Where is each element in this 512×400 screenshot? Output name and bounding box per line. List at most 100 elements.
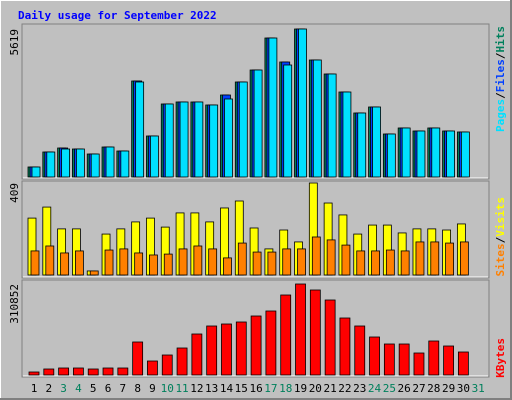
legend-entry: Hits	[494, 26, 507, 53]
x-tick-label: 13	[205, 382, 218, 395]
bar	[383, 343, 395, 376]
bar	[208, 248, 218, 276]
x-tick-label: 11	[175, 382, 188, 395]
x-tick-label: 26	[398, 382, 411, 395]
bar	[443, 345, 454, 376]
bar	[28, 371, 40, 376]
bar	[413, 352, 425, 376]
bar	[459, 241, 469, 276]
bar	[30, 250, 40, 276]
bar	[430, 241, 440, 276]
bar	[164, 103, 174, 178]
x-tick-label: 23	[353, 382, 366, 395]
x-tick-label: 8	[134, 382, 141, 395]
bar	[117, 367, 129, 376]
x-tick-label: 19	[294, 382, 307, 395]
bar	[446, 130, 455, 178]
bar	[445, 242, 454, 276]
bar	[134, 252, 144, 276]
bar	[295, 283, 306, 376]
bar	[398, 343, 410, 376]
x-tick-label: 22	[338, 382, 351, 395]
legend-entry: Visits	[494, 197, 507, 237]
legend-entry: Sites	[494, 243, 507, 276]
legend-separator: /	[494, 52, 507, 59]
legend-entry: KBytes	[494, 338, 507, 378]
bar	[105, 146, 115, 178]
legend-separator: /	[494, 236, 507, 243]
bar	[221, 323, 232, 376]
bar	[235, 321, 247, 376]
bar	[327, 73, 337, 178]
bar	[267, 251, 277, 276]
x-tick-label: 1	[31, 382, 38, 395]
x-tick-label: 3	[60, 382, 67, 395]
bar	[87, 368, 99, 376]
bar	[372, 106, 381, 178]
bar	[250, 315, 262, 376]
x-tick-label: 12	[190, 382, 203, 395]
x-tick-label: 29	[442, 382, 455, 395]
bar	[224, 98, 233, 178]
bar	[324, 299, 336, 376]
bar	[76, 148, 85, 178]
x-tick-label: 16	[249, 382, 262, 395]
bar	[342, 91, 352, 178]
x-tick-label: 30	[457, 382, 470, 395]
bar	[268, 37, 278, 178]
x-tick-label: 21	[324, 382, 337, 395]
bar	[431, 127, 441, 178]
legend-separator: /	[494, 92, 507, 99]
bar	[280, 294, 292, 376]
bar	[120, 150, 130, 178]
x-tick-label: 14	[220, 382, 234, 395]
bar	[223, 257, 232, 276]
bar	[135, 81, 145, 178]
bar	[73, 367, 84, 376]
x-tick-label: 28	[427, 382, 440, 395]
legend-entry: Pages	[494, 99, 507, 132]
x-tick-label: 20	[309, 382, 322, 395]
bar	[371, 250, 380, 276]
bar	[311, 236, 321, 276]
bar	[428, 340, 440, 376]
x-tick-label: 2	[45, 382, 52, 395]
x-tick-label: 10	[161, 382, 174, 395]
bar	[457, 351, 469, 376]
bar	[104, 249, 114, 276]
bar	[206, 325, 218, 376]
bar	[193, 245, 203, 276]
y-tick-label: 5619	[8, 29, 21, 56]
bar	[386, 133, 396, 178]
bar	[75, 250, 84, 276]
bar	[385, 249, 395, 276]
legend: Pages/Files/Hits	[494, 26, 507, 132]
x-tick-label: 27	[412, 382, 425, 395]
bar	[309, 289, 321, 376]
bar	[400, 250, 410, 276]
bar	[191, 333, 203, 376]
y-tick-label: 310852	[8, 284, 21, 324]
bar	[341, 244, 351, 276]
x-tick-label: 24	[368, 382, 382, 395]
x-tick-label: 5	[90, 382, 97, 395]
bar	[132, 341, 144, 376]
legend: Sites/Visits	[494, 197, 507, 277]
legend-entry: Files	[494, 59, 507, 92]
bar	[89, 270, 99, 276]
x-tick-label: 9	[149, 382, 156, 395]
bar	[147, 360, 158, 376]
bar	[339, 317, 351, 376]
bar	[415, 241, 425, 276]
bar	[43, 368, 55, 376]
bar	[31, 166, 41, 178]
bar	[238, 81, 248, 178]
bar	[46, 151, 56, 178]
bar	[149, 254, 158, 276]
bar	[253, 69, 263, 178]
bar	[102, 367, 114, 376]
x-tick-label: 25	[383, 382, 396, 395]
bar	[61, 148, 71, 178]
